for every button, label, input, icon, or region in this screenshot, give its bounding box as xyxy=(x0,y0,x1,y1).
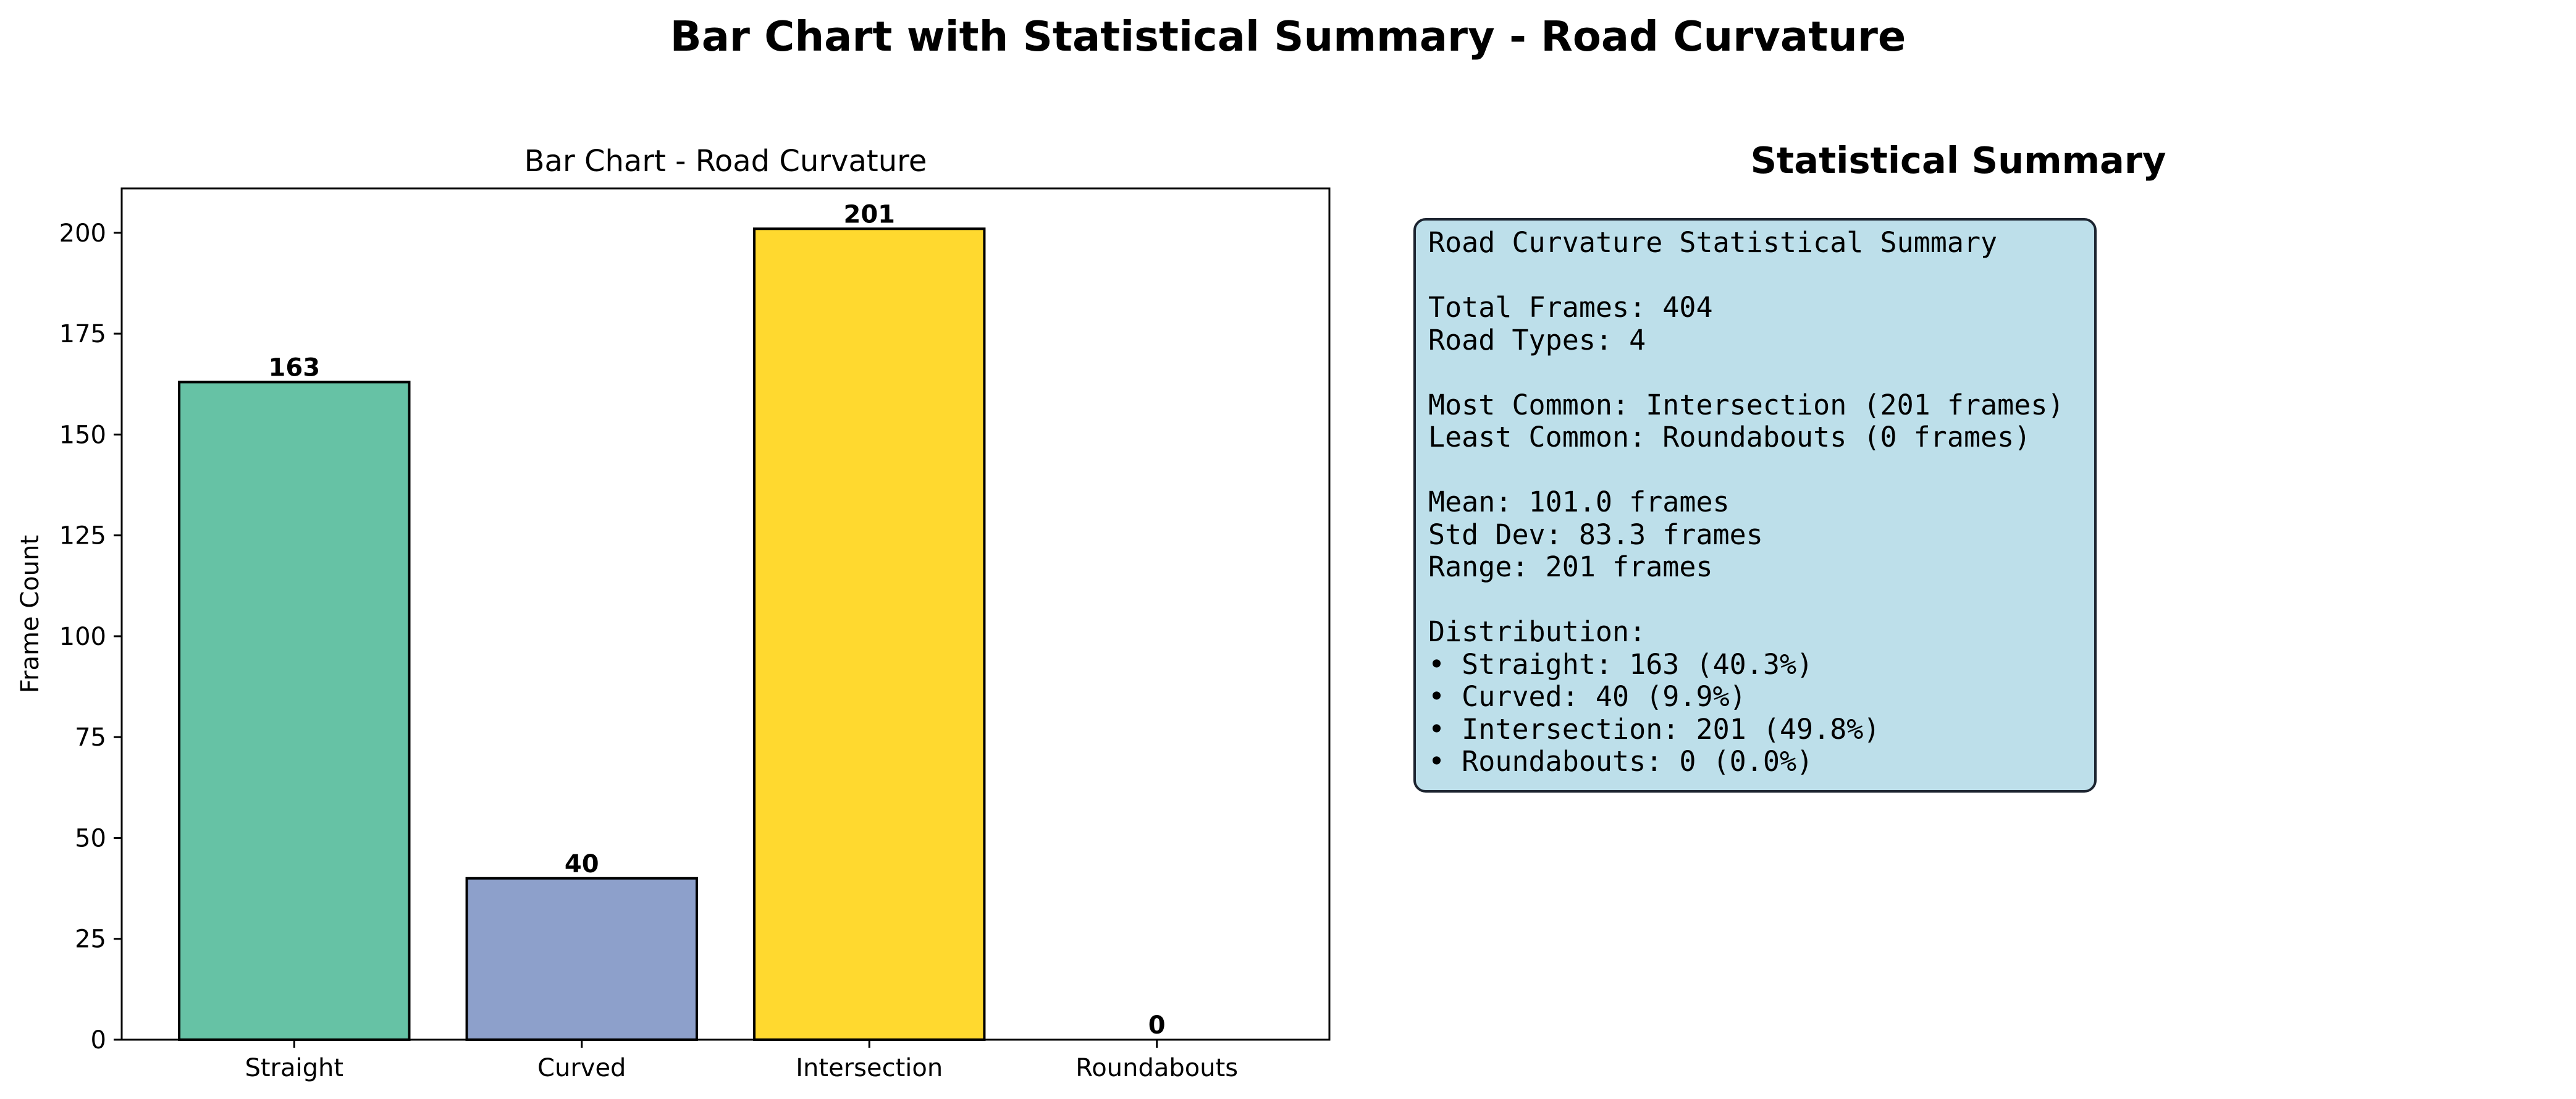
data-label: 201 xyxy=(843,200,895,229)
data-label: 40 xyxy=(565,850,599,878)
summary-line: Std Dev: 83.3 frames xyxy=(1428,518,1763,551)
summary-box: Road Curvature Statistical Summary Total … xyxy=(1413,218,2097,793)
summary-line: Range: 201 frames xyxy=(1428,550,1713,583)
summary-line: Distribution: xyxy=(1428,615,1646,648)
y-tick-label: 175 xyxy=(59,320,106,348)
summary-text: Road Curvature Statistical Summary Total … xyxy=(1428,226,2094,778)
x-tick-label: Roundabouts xyxy=(1075,1054,1238,1082)
data-label: 0 xyxy=(1148,1011,1166,1040)
summary-line: Most Common: Intersection (201 frames) xyxy=(1428,388,2065,421)
summary-line: • Roundabouts: 0 (0.0%) xyxy=(1428,745,1814,778)
summary-line xyxy=(1428,356,2094,389)
bar-curved xyxy=(465,877,698,1042)
bar-intersection xyxy=(753,227,986,1041)
x-tick-label: Intersection xyxy=(796,1054,943,1082)
plot-frame xyxy=(120,187,1331,1041)
summary-line xyxy=(1428,259,2094,292)
summary-line: Road Curvature Statistical Summary xyxy=(1428,226,1998,259)
x-tick-label: Curved xyxy=(537,1054,626,1082)
summary-line: Least Common: Roundabouts (0 frames) xyxy=(1428,421,2031,453)
y-tick-label: 50 xyxy=(75,824,106,853)
summary-line: • Straight: 163 (40.3%) xyxy=(1428,647,1814,681)
summary-line: Mean: 101.0 frames xyxy=(1428,486,1730,518)
summary-line: Total Frames: 404 xyxy=(1428,291,1713,324)
summary-line xyxy=(1428,454,2094,487)
y-axis-label: Frame Count xyxy=(16,535,44,693)
summary-line xyxy=(1428,584,2094,617)
summary-line: • Curved: 40 (9.9%) xyxy=(1428,680,1746,713)
figure-title: Bar Chart with Statistical Summary - Roa… xyxy=(670,12,1906,61)
chart-title: Bar Chart - Road Curvature xyxy=(524,144,927,179)
y-tick-label: 0 xyxy=(91,1026,106,1055)
summary-line: Road Types: 4 xyxy=(1428,323,1646,356)
y-tick-label: 75 xyxy=(75,723,106,752)
y-tick-label: 150 xyxy=(59,421,106,449)
data-label: 163 xyxy=(269,353,321,382)
y-tick-label: 125 xyxy=(59,522,106,550)
summary-title: Statistical Summary xyxy=(1750,139,2166,182)
y-tick-label: 200 xyxy=(59,219,106,248)
y-tick-label: 100 xyxy=(59,623,106,651)
x-tick-label: Straight xyxy=(245,1054,343,1082)
summary-line: • Intersection: 201 (49.8%) xyxy=(1428,712,1880,746)
bar-straight xyxy=(178,381,411,1042)
y-tick-label: 25 xyxy=(75,925,106,954)
